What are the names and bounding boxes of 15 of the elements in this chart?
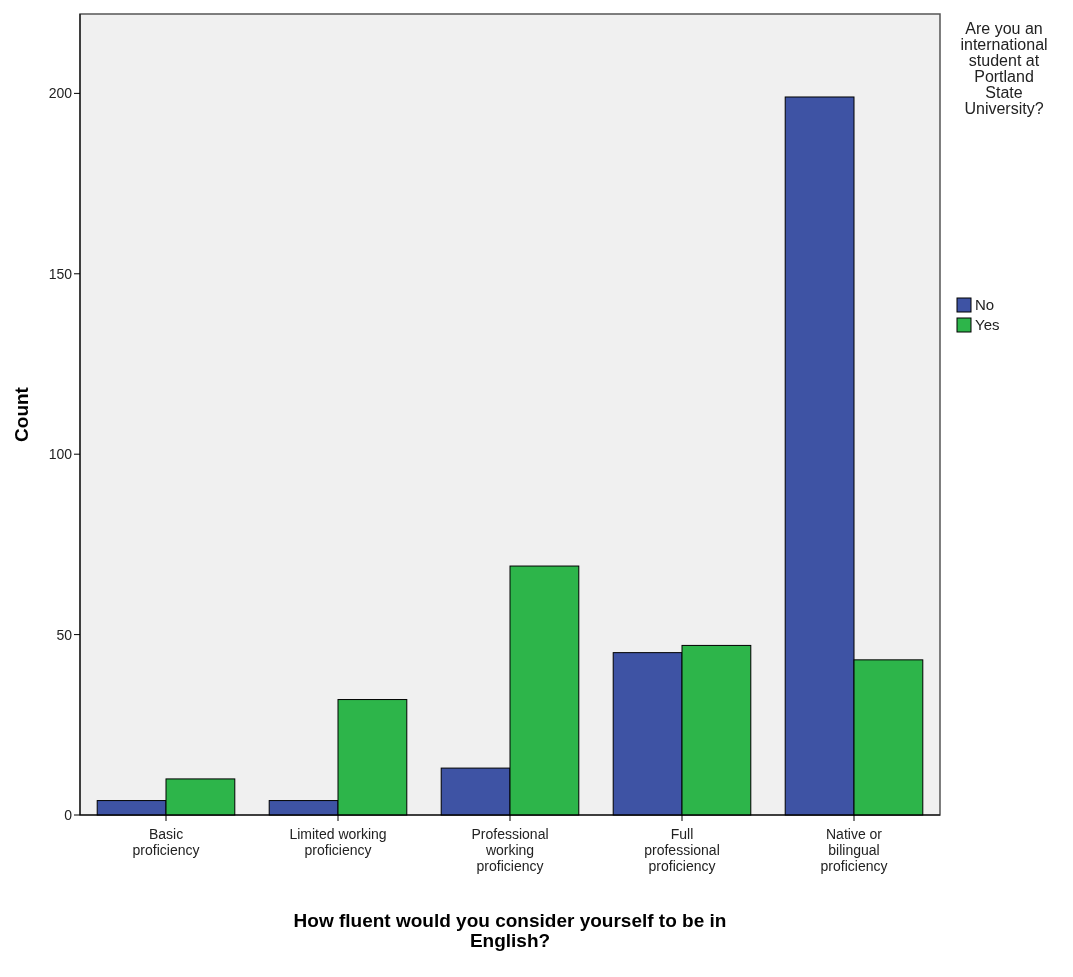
x-tick-label: Full professional proficiency xyxy=(644,826,720,874)
x-tick-label: Professional working proficiency xyxy=(471,826,549,874)
y-tick-label: 0 xyxy=(64,806,73,823)
x-tick-label: Basic proficiency xyxy=(132,826,200,858)
y-tick-label: 150 xyxy=(48,265,73,282)
y-tick-label: 100 xyxy=(48,446,73,463)
legend-title: Are you an international student at Portland State University? xyxy=(960,20,1048,117)
legend-label: No xyxy=(975,296,995,313)
x-tick-label: Native or bilingual proficiency xyxy=(820,826,888,874)
y-tick-label: 200 xyxy=(48,85,73,102)
legend-label: Yes xyxy=(975,316,1000,333)
y-axis-title: Count xyxy=(11,386,32,442)
x-axis-title: How fluent would you consider yourself to be in English? xyxy=(293,910,727,951)
x-tick-label: Limited working proficiency xyxy=(289,826,387,858)
y-tick-label: 50 xyxy=(56,626,73,643)
